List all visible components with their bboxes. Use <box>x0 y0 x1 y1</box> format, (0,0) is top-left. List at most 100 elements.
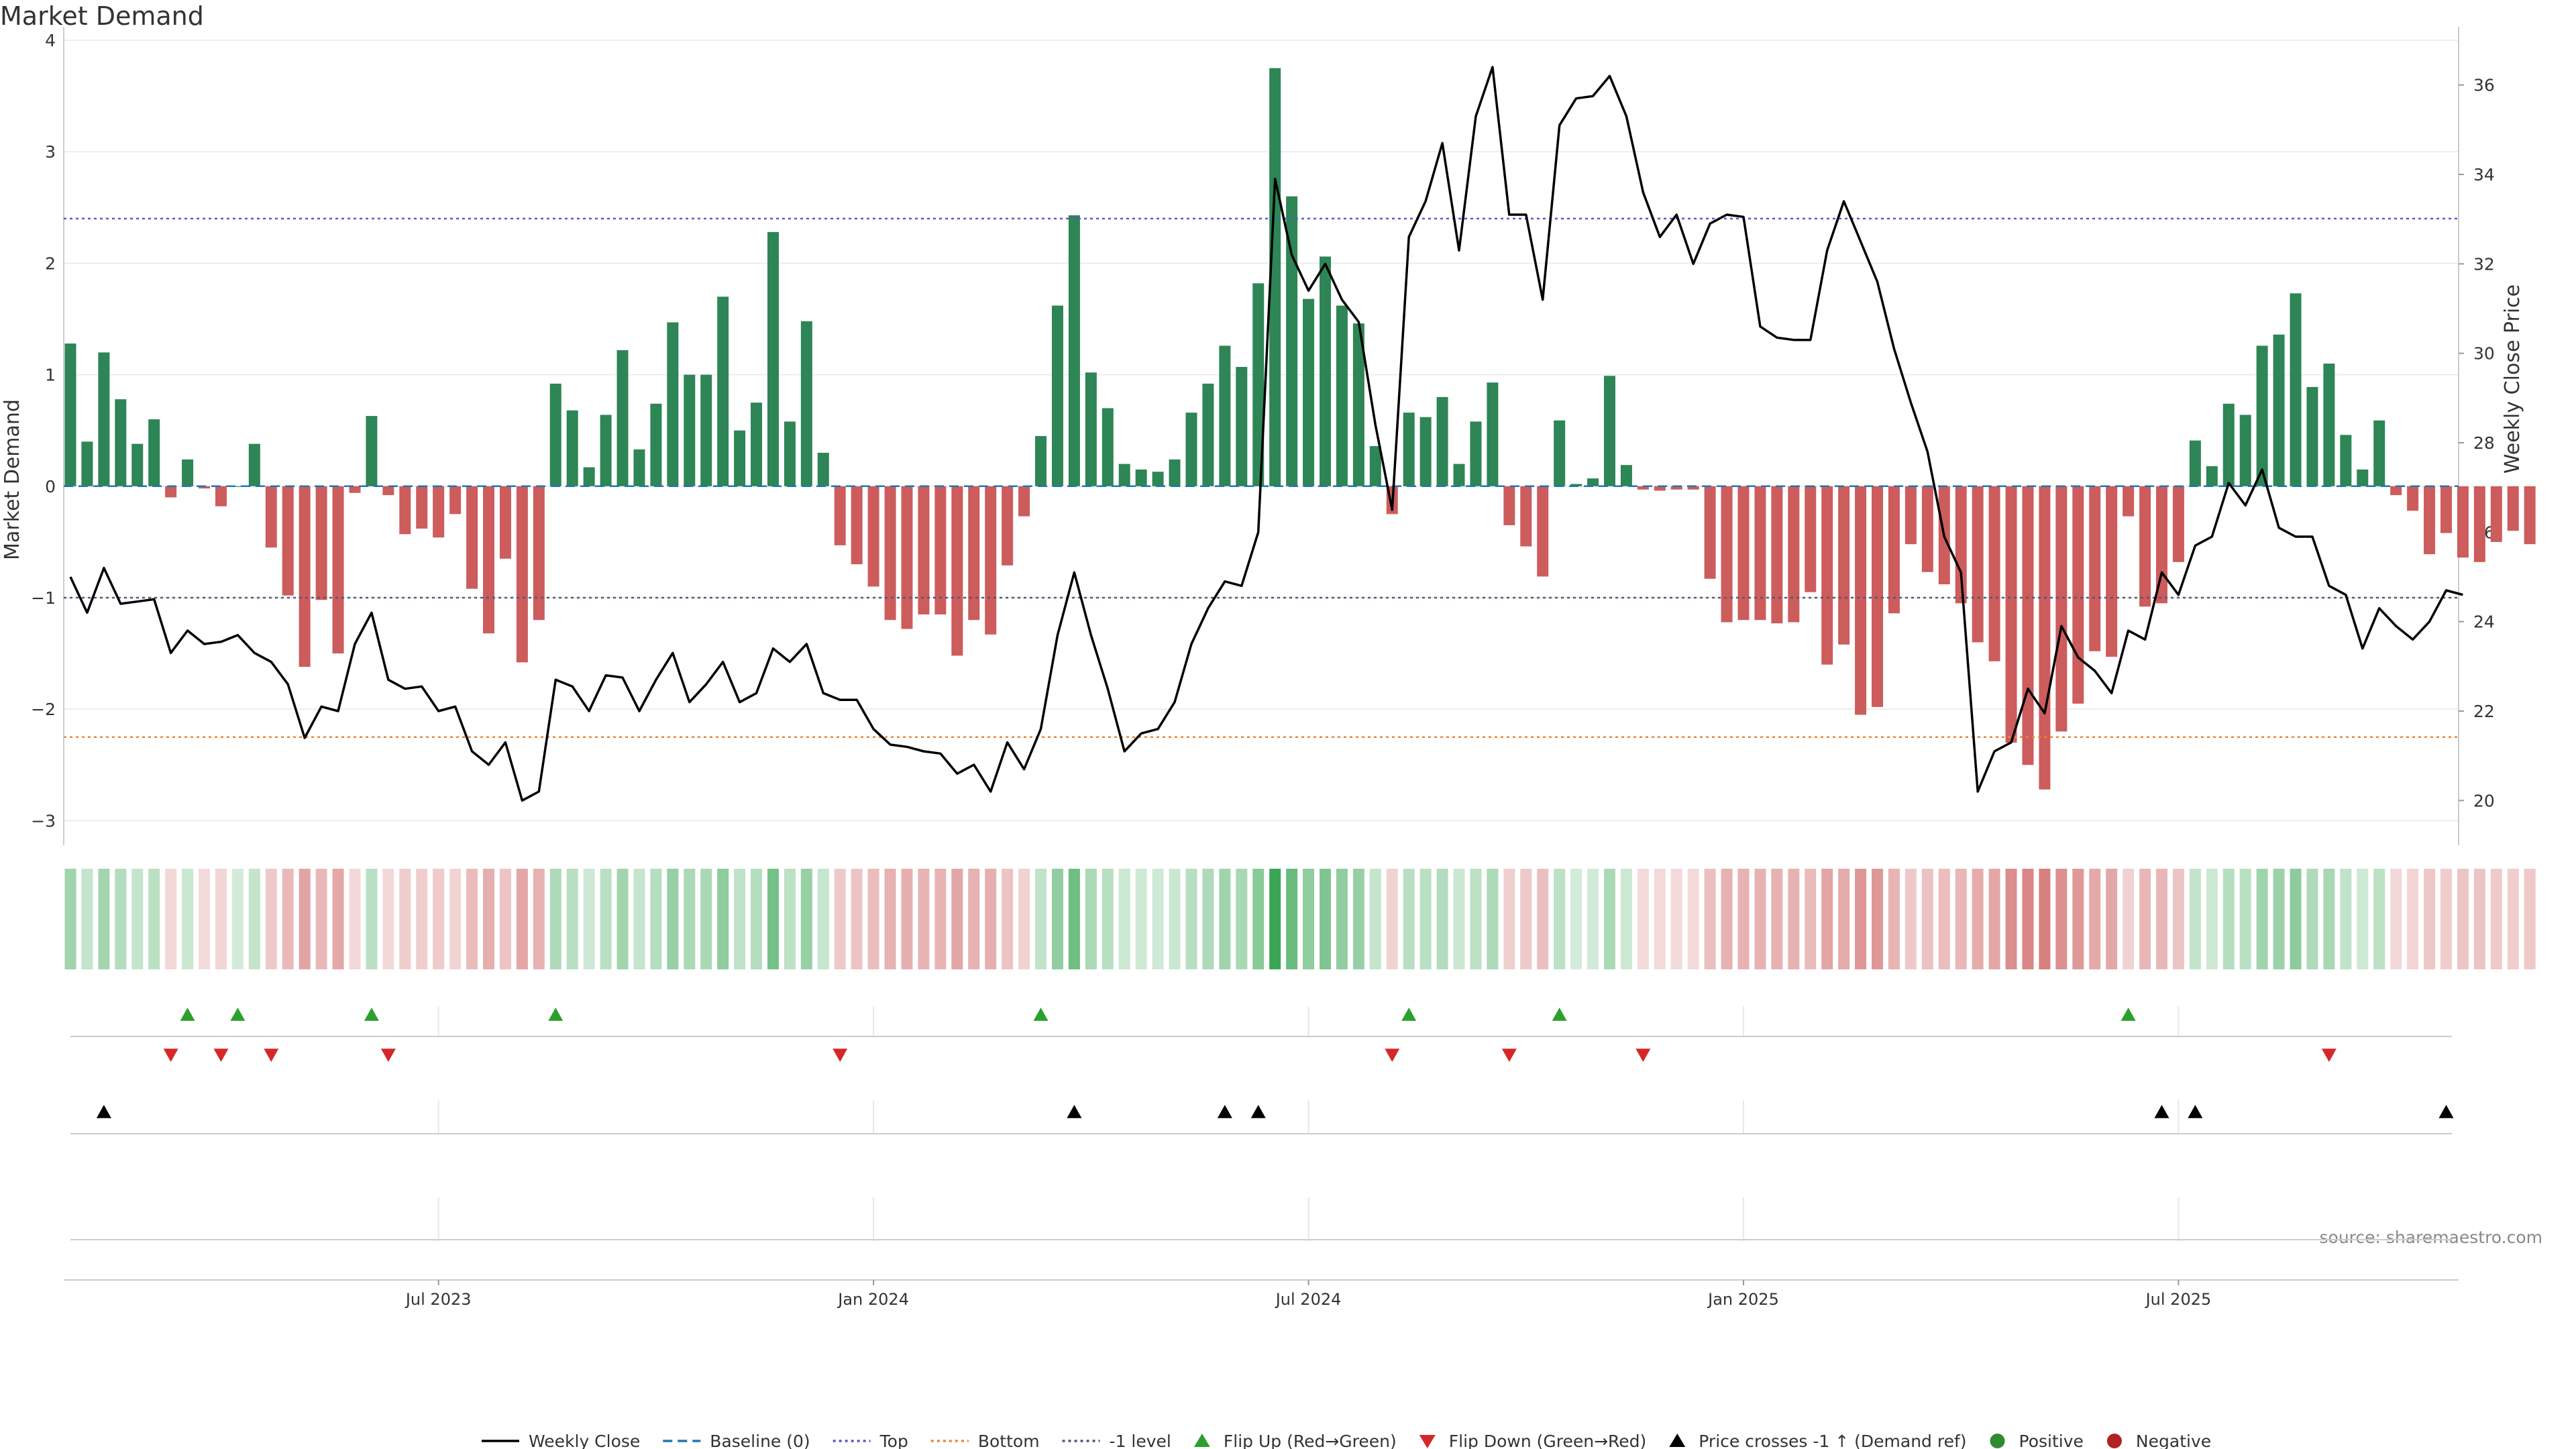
heat-cell-negative <box>533 869 545 969</box>
bar-positive <box>1336 305 1348 486</box>
bar-positive <box>1169 459 1181 486</box>
bar-positive <box>1320 256 1331 486</box>
heat-cell-negative <box>851 869 863 969</box>
flip-down-marker <box>264 1049 279 1062</box>
bar-positive <box>717 297 729 486</box>
bar-positive <box>1068 215 1080 486</box>
bar-negative <box>1788 486 1800 623</box>
heat-cell-negative <box>951 869 963 969</box>
bar-negative <box>1855 486 1867 715</box>
heat-cell-positive <box>2373 869 2385 969</box>
bar-positive <box>700 374 712 486</box>
bar-positive <box>2357 469 2369 486</box>
legend-swatch <box>1990 1434 2005 1448</box>
bar-positive <box>817 452 829 486</box>
legend-label: -1 level <box>1110 1432 1171 1449</box>
heat-cell-positive <box>2189 869 2201 969</box>
heat-cell-negative <box>1537 869 1549 969</box>
heat-cell-positive <box>115 869 127 969</box>
bar-positive <box>2206 466 2218 486</box>
bar-positive <box>2189 440 2201 486</box>
bar-negative <box>934 486 947 614</box>
bar-positive <box>1487 382 1499 486</box>
heat-cell-positive <box>2323 869 2335 969</box>
y-axis-label: Market Demand <box>1 399 24 560</box>
bar-positive <box>1085 372 1097 486</box>
heat-cell-positive <box>1470 869 1482 969</box>
bar-positive <box>684 374 696 486</box>
bar-negative <box>1018 486 1030 517</box>
legend-item: -1 level <box>1062 1432 1171 1449</box>
heat-cell-negative <box>2089 869 2101 969</box>
bar-negative <box>2457 486 2469 558</box>
bar-negative <box>1955 486 1967 604</box>
bar-positive <box>2306 386 2318 486</box>
heat-cell-negative <box>299 869 311 969</box>
price-cross-marker <box>1067 1105 1082 1118</box>
heat-cell-negative <box>483 869 494 969</box>
y-tick-label: 2 <box>45 254 56 273</box>
y2-tick-label: 36 <box>2473 76 2495 95</box>
heat-cell-negative <box>2172 869 2184 969</box>
heat-cell-negative <box>918 869 930 969</box>
bar-positive <box>1118 464 1130 486</box>
flip-down-marker <box>1385 1049 1400 1062</box>
heat-cell-negative <box>265 869 277 969</box>
y-tick-label: −2 <box>31 700 56 719</box>
bar-negative <box>2440 486 2452 533</box>
bar-negative <box>1737 486 1750 621</box>
heat-cell-positive <box>784 869 796 969</box>
heat-cell-negative <box>1938 869 1950 969</box>
bar-negative <box>449 486 462 515</box>
heat-cell-negative <box>399 869 411 969</box>
flip-up-marker <box>180 1008 195 1021</box>
heat-cell-positive <box>1286 869 1298 969</box>
bar-positive <box>751 402 763 486</box>
bar-negative <box>1921 486 1933 572</box>
bar-negative <box>884 486 896 621</box>
heat-cell-positive <box>817 869 829 969</box>
bar-negative <box>499 486 511 559</box>
legend-label: Bottom <box>978 1432 1040 1449</box>
heat-cell-negative <box>934 869 947 969</box>
bar-positive <box>1554 420 1566 486</box>
bar-positive <box>115 399 127 486</box>
bar-positive <box>566 410 578 486</box>
bar-positive <box>600 415 612 486</box>
x-tick-label: Jul 2023 <box>405 1290 472 1309</box>
bar-positive <box>64 343 76 486</box>
bar-positive <box>182 459 194 486</box>
flip-up-marker <box>1033 1008 1049 1021</box>
y2-tick-label: 28 <box>2473 433 2495 453</box>
legend-swatch <box>1419 1435 1436 1448</box>
legend-item: Baseline (0) <box>663 1432 810 1449</box>
heat-cell-positive <box>684 869 696 969</box>
bar-positive <box>1470 421 1482 486</box>
bar-negative <box>2139 486 2151 607</box>
heat-cell-positive <box>1570 869 1582 969</box>
heat-cell-positive <box>2340 869 2352 969</box>
bar-negative <box>851 486 863 565</box>
heat-cell-positive <box>549 869 561 969</box>
heat-cell-negative <box>499 869 511 969</box>
bar-negative <box>2039 486 2051 790</box>
bar-negative <box>1721 486 1733 623</box>
bar-negative <box>2005 486 2017 743</box>
heat-cell-negative <box>2390 869 2402 969</box>
heat-cell-positive <box>1487 869 1499 969</box>
heat-cell-negative <box>2055 869 2068 969</box>
bar-positive <box>1051 305 1063 486</box>
bar-negative <box>466 486 478 589</box>
heat-cell-negative <box>349 869 361 969</box>
y2-tick-label: 32 <box>2473 254 2495 274</box>
heat-cell-positive <box>633 869 645 969</box>
x-tick-label: Jul 2024 <box>1275 1290 1342 1309</box>
price-cross-marker <box>2188 1105 2203 1118</box>
heat-cell-positive <box>650 869 662 969</box>
heat-cell-negative <box>2106 869 2118 969</box>
heat-cell-positive <box>64 869 76 969</box>
heat-cell-negative <box>2524 869 2536 969</box>
heat-cell-positive <box>131 869 144 969</box>
heat-cell-negative <box>985 869 997 969</box>
heat-cell-negative <box>2490 869 2502 969</box>
